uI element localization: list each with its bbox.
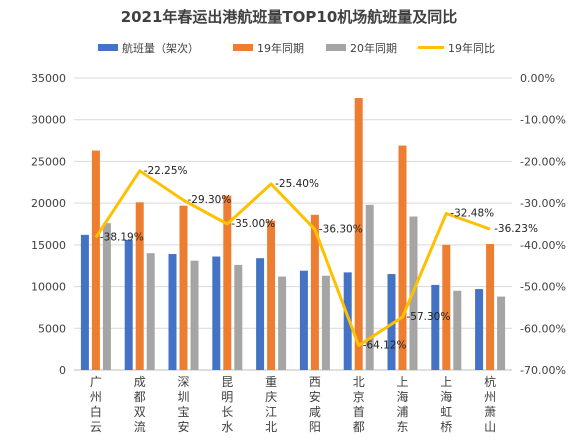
bar-2	[310, 214, 319, 370]
left-tick-label: 30000	[31, 114, 66, 127]
left-tick-label: 10000	[31, 281, 66, 294]
category-label: 上海虹桥	[440, 375, 452, 434]
right-tick-label: -50.00%	[520, 281, 566, 294]
bar-1	[431, 284, 440, 370]
bar-2	[223, 195, 232, 370]
right-tick-label: -70.00%	[520, 364, 566, 377]
ratio-data-label: -35.00%	[231, 218, 275, 230]
category-label: 杭州萧山	[484, 374, 496, 434]
left-tick-label: 0	[59, 364, 66, 377]
bar-2	[398, 145, 407, 370]
bar-1	[212, 256, 221, 370]
bar-3	[278, 276, 287, 370]
category-label: 昆明长水	[221, 375, 233, 434]
bar-2	[179, 205, 188, 370]
category-label: 北京首都	[353, 375, 365, 434]
ratio-data-label: -36.30%	[319, 223, 363, 235]
bar-3	[234, 264, 243, 370]
right-tick-label: -40.00%	[520, 239, 566, 252]
category-labels: 广州白云 成都双流 深圳宝安 昆明长水 重庆江北 西安咸阳 北京首都 上海浦东 上海虹桥 杭州萧山	[90, 374, 496, 434]
ratio-data-label: -38.19%	[100, 231, 144, 243]
category-label: 西安咸阳	[309, 375, 321, 434]
left-axis: 0 5000 10000 15000 20000 25000 30000 35000	[31, 72, 66, 377]
bar-1	[80, 234, 89, 370]
bar-1	[256, 258, 265, 370]
left-tick-label: 20000	[31, 197, 66, 210]
right-tick-label: -60.00%	[520, 322, 566, 335]
ratio-data-label: -57.30%	[407, 311, 451, 323]
bar-2	[354, 98, 363, 370]
category-label: 广州白云	[90, 375, 102, 434]
chart-title: 2021年春运出港航班量TOP10机场航班量及同比	[121, 8, 458, 26]
ratio-data-label: -25.40%	[275, 178, 319, 190]
bar-2	[486, 244, 495, 370]
category-label: 重庆江北	[265, 375, 277, 434]
bar-2	[91, 150, 100, 370]
bar-1	[387, 274, 396, 370]
category-label: 深圳宝安	[177, 375, 189, 434]
bar-3	[146, 253, 155, 370]
bar-1	[343, 272, 352, 370]
legend-label: 20年同期	[350, 41, 397, 55]
ratio-data-label: -22.25%	[144, 165, 188, 177]
data-labels: -38.19% -22.25% -29.30% -35.00% -25.40% -36.3…	[100, 165, 538, 352]
bar-3	[497, 296, 506, 370]
ratio-line-path	[94, 169, 491, 347]
left-tick-label: 35000	[31, 72, 66, 85]
left-tick-label: 5000	[38, 322, 66, 335]
legend-label: 19年同比	[448, 41, 495, 55]
right-tick-label: -10.00%	[520, 114, 566, 127]
legend-swatch	[326, 44, 346, 51]
ratio-data-label: -36.23%	[494, 223, 538, 235]
right-tick-label: -20.00%	[520, 155, 566, 168]
ratio-data-label: -64.12%	[363, 339, 407, 351]
ratio-data-label: -32.48%	[450, 207, 494, 219]
legend-label: 航班量（架次）	[122, 41, 199, 55]
legend-swatch	[98, 44, 118, 51]
bar-3	[365, 204, 374, 370]
ratio-data-label: -29.30%	[188, 194, 232, 206]
bar-3	[190, 260, 199, 370]
bar-1	[168, 254, 177, 370]
right-tick-label: -30.00%	[520, 197, 566, 210]
category-label: 上海浦东	[396, 375, 408, 434]
right-axis: 0.00% -10.00% -20.00% -30.00% -40.00% -50.00%…	[520, 72, 566, 377]
bar-3	[453, 290, 462, 370]
bar-3	[321, 275, 330, 370]
bar-1	[124, 239, 133, 370]
bar-1	[475, 289, 484, 370]
legend-label: 19年同期	[257, 41, 304, 55]
legend: 航班量（架次） 19年同期 20年同期 19年同比	[98, 41, 495, 55]
bar-3	[102, 223, 111, 370]
left-tick-label: 15000	[31, 239, 66, 252]
left-tick-label: 25000	[31, 155, 66, 168]
bar-2	[135, 202, 144, 370]
bar-2	[442, 244, 451, 370]
bar-2	[267, 220, 276, 370]
bars	[80, 98, 506, 370]
legend-swatch	[233, 44, 253, 51]
category-label: 成都双流	[134, 375, 146, 434]
bar-1	[299, 270, 308, 370]
ratio-line	[94, 169, 491, 347]
right-tick-label: 0.00%	[520, 72, 555, 85]
